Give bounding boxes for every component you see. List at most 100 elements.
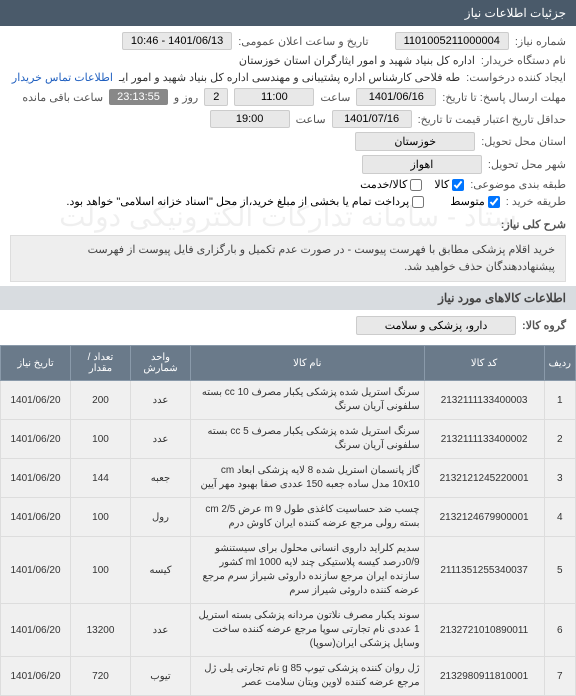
cell-name: ژل روان کننده پزشکی تیوپ g 85 نام تجارتی… [191, 657, 425, 696]
cell-name: گاز پانسمان استریل شده 8 لایه پزشکی ابعا… [191, 459, 425, 498]
remain-suffix: ساعت باقی مانده [22, 91, 103, 104]
cell-code: 2132721010890011 [424, 604, 544, 657]
items-table: ردیف کد کالا نام کالا واحد شمارش تعداد /… [0, 345, 576, 696]
cell-idx: 5 [544, 537, 575, 604]
cell-idx: 4 [544, 498, 575, 537]
pay-checkbox[interactable] [412, 196, 424, 208]
cell-date: 1401/06/20 [1, 537, 71, 604]
cell-qty: 144 [71, 459, 131, 498]
table-row: 12132111133400003سرنگ استریل شده پزشکی ی… [1, 381, 576, 420]
mid-checkbox[interactable] [488, 196, 500, 208]
announce-label: تاریخ و ساعت اعلان عمومی: [238, 35, 368, 48]
cell-unit: رول [131, 498, 191, 537]
time-label-1: ساعت [320, 91, 350, 104]
cell-qty: 13200 [71, 604, 131, 657]
city-value: اهواز [362, 155, 482, 174]
need-no-label: شماره نیاز: [515, 35, 566, 48]
cell-qty: 720 [71, 657, 131, 696]
deadline-label: مهلت ارسال پاسخ: تا تاریخ: [442, 91, 566, 104]
group-value: دارو، پزشکی و سلامت [356, 316, 516, 335]
cell-code: 2111351255340037 [424, 537, 544, 604]
need-title-label: شرح کلی نیاز: [501, 218, 566, 231]
group-label: گروه کالا: [522, 319, 566, 332]
category-label: طبقه بندی موضوعی: [470, 178, 566, 191]
cell-idx: 6 [544, 604, 575, 657]
col-unit: واحد شمارش [131, 346, 191, 381]
table-row: 52111351255340037سدیم کلراید داروی انسان… [1, 537, 576, 604]
col-date: تاریخ نیاز [1, 346, 71, 381]
category-group: کالا کالا/خدمت [360, 178, 464, 191]
contact-link[interactable]: اطلاعات تماس خریدار [12, 71, 113, 84]
cell-idx: 3 [544, 459, 575, 498]
service-check-item: کالا/خدمت [360, 178, 422, 191]
mid-check-item: متوسط [450, 195, 500, 208]
announce-value: 1401/06/13 - 10:46 [122, 32, 232, 50]
cell-idx: 1 [544, 381, 575, 420]
table-row: 72132980911810001ژل روان کننده پزشکی تیو… [1, 657, 576, 696]
buyer-org-label: نام دستگاه خریدار: [481, 54, 566, 67]
cell-code: 2132111133400002 [424, 420, 544, 459]
validity-label: حداقل تاریخ اعتبار قیمت تا تاریخ: [418, 113, 566, 126]
cell-date: 1401/06/20 [1, 459, 71, 498]
table-row: 32132121245220001گاز پانسمان استریل شده … [1, 459, 576, 498]
cell-name: سرنگ استریل شده پزشکی یکبار مصرف cc 5 بس… [191, 420, 425, 459]
cell-unit: تيوب [131, 657, 191, 696]
cell-code: 2132121245220001 [424, 459, 544, 498]
mid-label: متوسط [450, 195, 485, 208]
remain-days: 2 [204, 88, 228, 106]
need-no-value: 1101005211000004 [395, 32, 509, 50]
service-checkbox[interactable] [410, 179, 422, 191]
table-row: 62132721010890011سوند یکبار مصرف نلاتون … [1, 604, 576, 657]
cell-unit: کیسه [131, 537, 191, 604]
goods-checkbox[interactable] [452, 179, 464, 191]
cell-unit: عدد [131, 604, 191, 657]
cell-unit: جعبه [131, 459, 191, 498]
items-header: اطلاعات کالاهای مورد نیاز [0, 286, 576, 310]
cell-qty: 200 [71, 381, 131, 420]
cell-idx: 7 [544, 657, 575, 696]
cell-date: 1401/06/20 [1, 420, 71, 459]
cell-date: 1401/06/20 [1, 604, 71, 657]
page-header: جزئیات اطلاعات نیاز [0, 0, 576, 26]
deadline-time: 11:00 [234, 88, 314, 106]
goods-check-item: کالا [434, 178, 464, 191]
buyer-org-value: اداره کل بنیاد شهید و امور ایثارگران است… [239, 54, 475, 67]
pay-note: پرداخت تمام یا بخشی از مبلغ خرید،از محل … [66, 195, 409, 208]
cell-idx: 2 [544, 420, 575, 459]
validity-time: 19:00 [210, 110, 290, 128]
validity-date: 1401/07/16 [332, 110, 412, 128]
header-title: جزئیات اطلاعات نیاز [465, 6, 566, 20]
table-row: 42132124679900001چسب ضد حساسیت کاغذی طول… [1, 498, 576, 537]
cell-date: 1401/06/20 [1, 657, 71, 696]
col-idx: ردیف [544, 346, 575, 381]
col-name: نام کالا [191, 346, 425, 381]
cell-name: سرنگ استریل شده پزشکی یکبار مصرف cc 10 ب… [191, 381, 425, 420]
table-row: 22132111133400002سرنگ استریل شده پزشکی ی… [1, 420, 576, 459]
cell-date: 1401/06/20 [1, 498, 71, 537]
requester-value: طه فلاحی کارشناس اداره پشتیبانی و مهندسی… [119, 71, 460, 84]
requester-label: ایجاد کننده درخواست: [466, 71, 566, 84]
need-title-box: خرید اقلام پزشکی مطابق با فهرست پیوست - … [10, 235, 566, 282]
province-value: خوزستان [355, 132, 475, 151]
service-label: کالا/خدمت [360, 178, 407, 191]
cell-code: 2132124679900001 [424, 498, 544, 537]
cell-code: 2132980911810001 [424, 657, 544, 696]
pay-check-item: پرداخت تمام یا بخشی از مبلغ خرید،از محل … [66, 195, 424, 208]
col-qty: تعداد / مقدار [71, 346, 131, 381]
cell-qty: 100 [71, 537, 131, 604]
cell-name: سدیم کلراید داروی انسانی محلول برای سیست… [191, 537, 425, 604]
time-label-2: ساعت [296, 113, 326, 126]
deadline-date: 1401/06/16 [356, 88, 436, 106]
table-header-row: ردیف کد کالا نام کالا واحد شمارش تعداد /… [1, 346, 576, 381]
cell-qty: 100 [71, 420, 131, 459]
cell-name: سوند یکبار مصرف نلاتون مردانه پزشکی بسته… [191, 604, 425, 657]
cell-qty: 100 [71, 498, 131, 537]
remain-days-label: روز و [174, 91, 198, 104]
city-label: شهر محل تحویل: [488, 158, 566, 171]
cell-code: 2132111133400003 [424, 381, 544, 420]
col-code: کد کالا [424, 346, 544, 381]
buy-method-label: طریقه خرید : [506, 195, 566, 208]
province-label: استان محل تحویل: [481, 135, 566, 148]
remain-timer: 23:13:55 [109, 89, 168, 105]
cell-unit: عدد [131, 381, 191, 420]
